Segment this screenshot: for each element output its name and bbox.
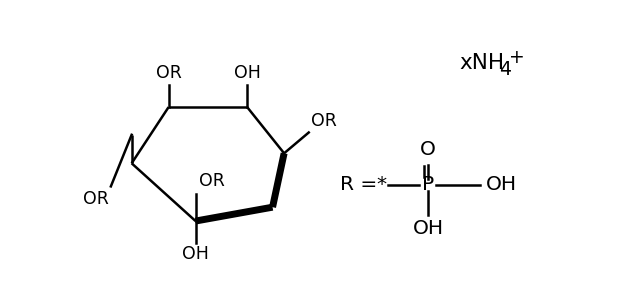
Text: OR: OR [156, 64, 182, 82]
Text: O: O [420, 140, 436, 159]
Text: 4: 4 [499, 60, 511, 79]
Text: OH: OH [182, 245, 209, 263]
Text: OH: OH [413, 219, 444, 238]
Text: P: P [422, 175, 434, 194]
Text: *: * [377, 175, 387, 194]
Text: OH: OH [234, 64, 260, 82]
Text: OR: OR [200, 172, 225, 190]
Text: OR: OR [83, 190, 109, 208]
Text: +: + [509, 48, 525, 67]
Text: xNH: xNH [459, 53, 504, 73]
Text: OH: OH [486, 175, 517, 194]
Text: OR: OR [311, 112, 337, 130]
Text: R =: R = [340, 175, 377, 194]
